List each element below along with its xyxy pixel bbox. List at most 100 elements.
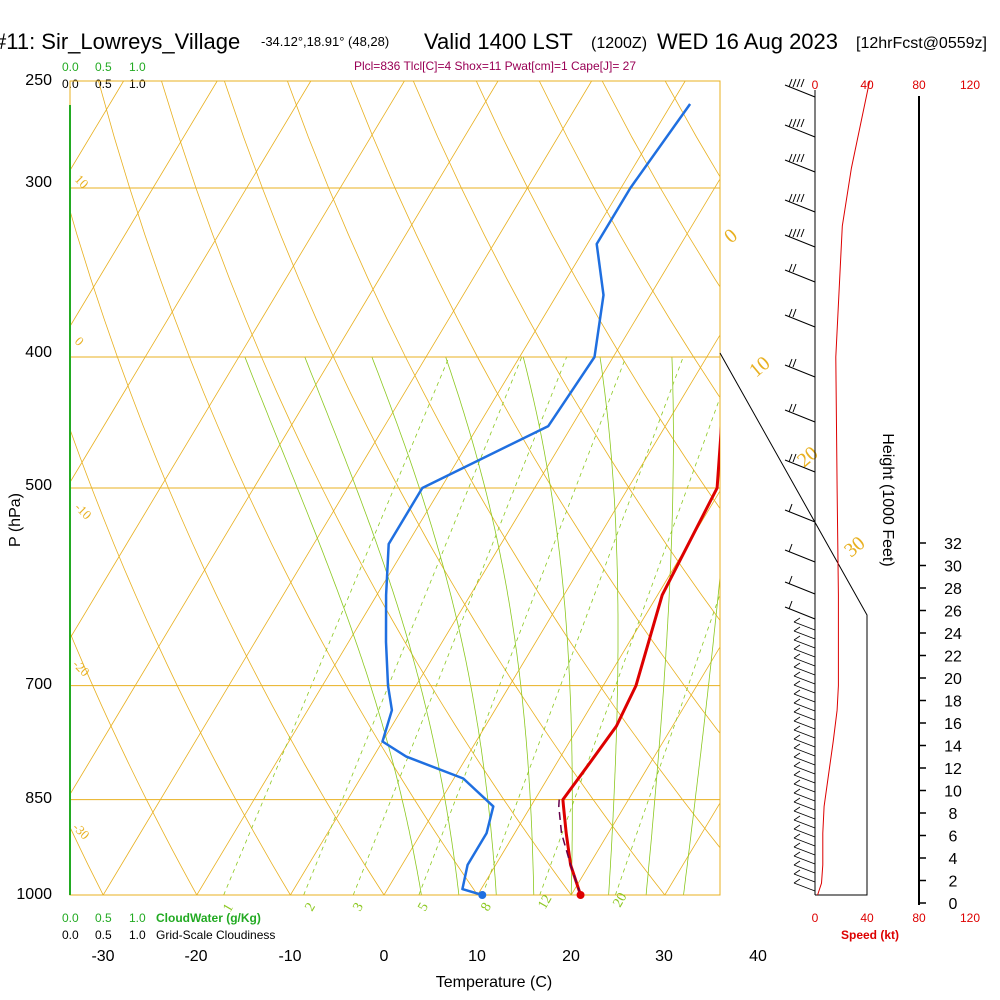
moist-adiabat	[599, 356, 619, 895]
wind-barb	[793, 810, 816, 820]
wind-barb	[784, 549, 816, 563]
wind-barb	[793, 837, 816, 847]
cloud-green-tick: 0.0	[62, 911, 79, 925]
isotherm	[70, 81, 218, 328]
wind-barbs	[784, 78, 816, 892]
wind-barb-feather	[793, 644, 801, 650]
wind-barb-feather	[793, 716, 801, 722]
wind-barb-feather	[796, 193, 801, 203]
wind-barb	[793, 711, 816, 721]
wind-barb-feather	[793, 734, 801, 740]
moist-adiabat	[645, 356, 674, 895]
profile-curves	[381, 103, 720, 895]
height-tick-label: 28	[944, 581, 962, 598]
wind-barb-feather	[793, 842, 801, 848]
wind-barb-feather	[792, 78, 797, 88]
isotherm-label: 10	[745, 352, 774, 382]
speed-tick: 80	[912, 911, 926, 925]
mixing-ratio-line	[539, 396, 720, 895]
pressure-tick-500: 500	[25, 477, 52, 494]
wind-barb	[793, 756, 816, 766]
wind-barb	[793, 801, 816, 811]
wind-barb	[793, 765, 816, 775]
temp-tick: 20	[562, 948, 580, 965]
pressure-tick-850: 850	[25, 790, 52, 807]
speed-scale-top: 0 40 80 120	[812, 78, 981, 92]
wind-barb	[784, 459, 816, 473]
y-axis-label: P (hPa)	[7, 493, 24, 547]
wind-barb	[784, 509, 816, 523]
mixing-ratio-label: 2	[302, 900, 318, 914]
forecast-label: [12hrFcst@0559z]	[856, 35, 987, 52]
isotherm	[477, 490, 720, 895]
mixing-ratio-line	[615, 593, 720, 895]
temp-tick: 40	[749, 948, 767, 965]
wind-barb	[784, 84, 816, 98]
cloudiness-label: Grid-Scale Cloudiness	[156, 928, 275, 942]
mixing-ratio-label: 5	[415, 900, 431, 914]
wind-barb	[784, 124, 816, 138]
height-tick-label: 26	[944, 604, 962, 621]
mixing-ratio-label: 8	[478, 900, 494, 914]
isotherm-label: 20	[793, 442, 822, 472]
wind-barb-feather	[793, 878, 801, 884]
height-tick-label: 24	[944, 626, 962, 643]
parcel-path	[558, 799, 582, 895]
pressure-tick-250: 250	[25, 72, 52, 89]
height-tick-label: 4	[949, 851, 958, 868]
wind-barb-feather	[793, 824, 801, 830]
height-tick-label: 32	[944, 536, 962, 553]
wind-barb-feather	[793, 833, 801, 839]
wind-barb	[793, 819, 816, 829]
wind-barb-feather	[792, 228, 797, 238]
wind-speed-profile	[817, 80, 871, 896]
height-tick-label: 6	[949, 829, 958, 846]
wind-barb	[784, 269, 816, 283]
height-tick-label: 20	[944, 671, 962, 688]
wind-barb-feather	[793, 743, 801, 749]
wind-barb-feather	[800, 78, 805, 88]
surface-temperature-dot	[576, 891, 585, 899]
height-tick-label: 2	[949, 874, 958, 891]
wind-barb-feather	[788, 263, 793, 273]
speed-tick: 120	[960, 78, 980, 92]
temp-tick: -10	[278, 948, 301, 965]
wind-barb-feather	[800, 118, 805, 128]
wind-barb-feather	[793, 707, 801, 713]
height-tick-label: 10	[944, 784, 962, 801]
wind-barb-feather	[792, 193, 797, 203]
adiabat-label: 0	[72, 334, 87, 349]
dry-adiabat	[538, 81, 720, 399]
dry-adiabat	[161, 81, 572, 895]
wind-barb	[793, 774, 816, 784]
wind-barb-feather	[788, 358, 793, 368]
wind-barb-feather	[793, 680, 801, 686]
wind-barb-feather	[788, 118, 793, 128]
temp-tick: 30	[655, 948, 673, 965]
dry-adiabat	[854, 81, 1000, 895]
dry-adiabat	[412, 81, 720, 622]
wind-barb-feather	[792, 308, 797, 318]
pressure-tick-700: 700	[25, 676, 52, 693]
wind-barb-feather	[793, 617, 801, 623]
isotherm-label: 30	[840, 532, 869, 562]
mixing-ratio-line	[418, 356, 627, 895]
dry-adiabat	[98, 81, 478, 895]
wind-barb-feather	[793, 851, 801, 857]
dewpoint-line	[381, 103, 692, 895]
cloud-black-tick: 0.0	[62, 928, 79, 942]
speed-tick: 40	[860, 78, 874, 92]
speed-tick: 0	[812, 78, 819, 92]
wind-barb	[793, 657, 816, 667]
valid-date: WED 16 Aug 2023	[657, 29, 838, 54]
wind-barb-feather	[792, 263, 797, 273]
wind-barb-feather	[793, 788, 801, 794]
mixing-ratio-line	[303, 356, 523, 895]
cloud-black-tick: 1.0	[129, 77, 146, 91]
wind-barb-feather	[792, 453, 797, 463]
station-title: #11: Sir_Lowreys_Village	[0, 29, 240, 54]
wind-barb	[793, 747, 816, 757]
wind-barb-feather	[788, 193, 793, 203]
speed-tick: 0	[812, 911, 819, 925]
wind-barb-feather	[793, 662, 801, 668]
